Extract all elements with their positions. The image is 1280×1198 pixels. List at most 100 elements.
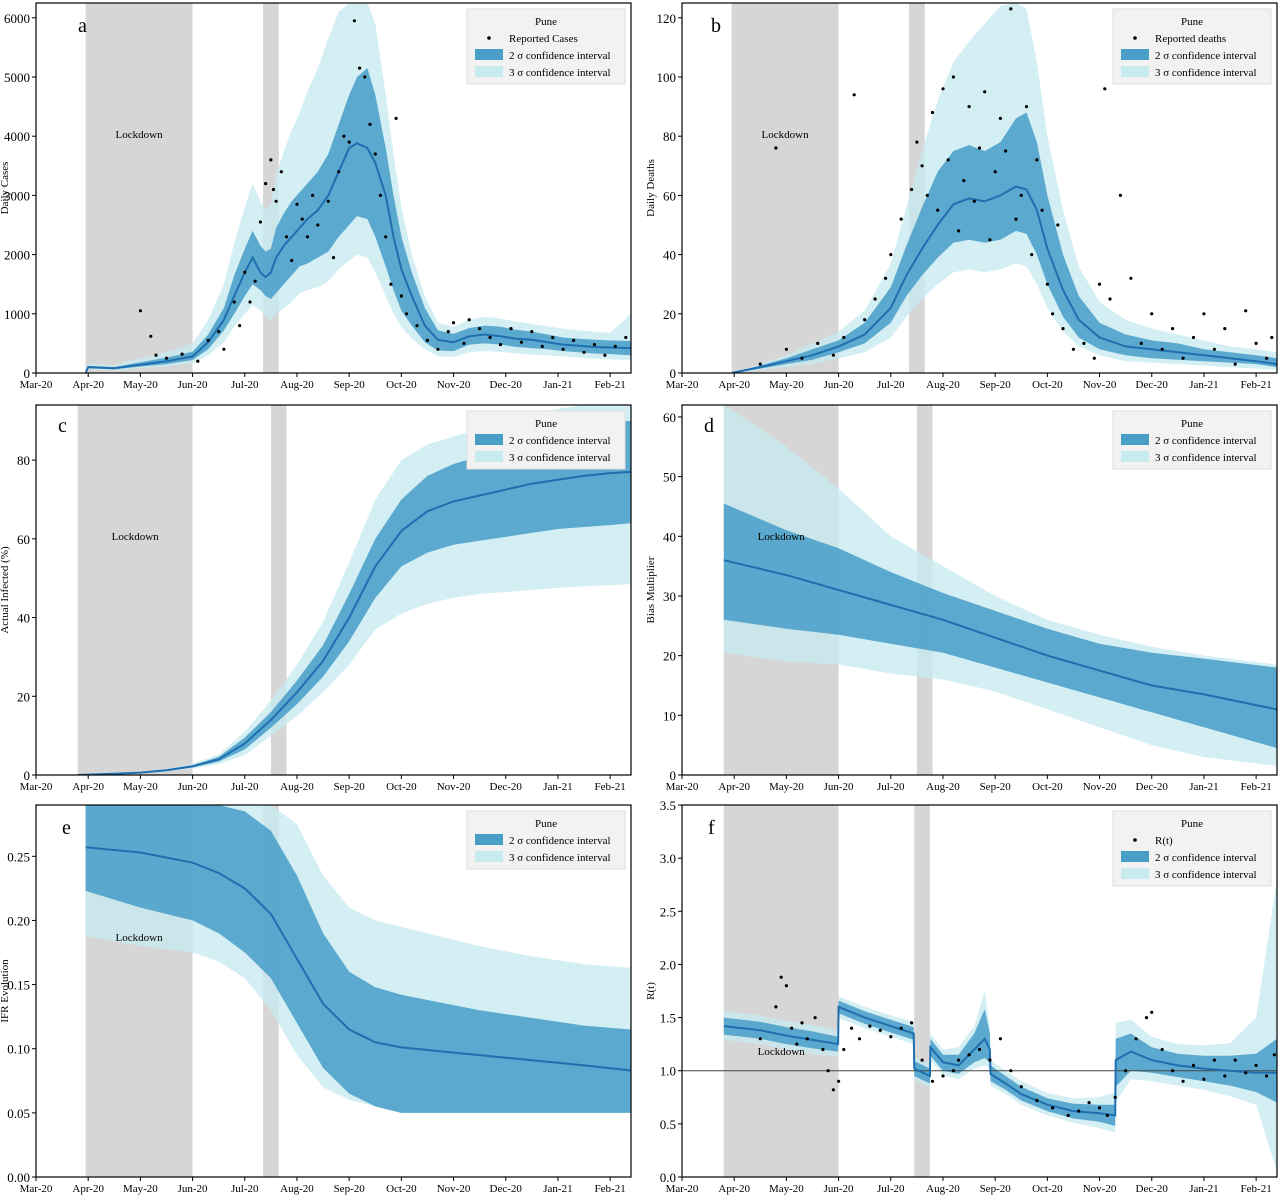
y-tick-label: 2.5 [660, 904, 676, 919]
data-point [957, 229, 961, 233]
legend-swatch-2-sigma [475, 834, 503, 845]
y-tick-label: 0.00 [7, 1170, 30, 1185]
data-point [983, 90, 987, 94]
x-tick-label: Aug-20 [926, 781, 960, 793]
y-tick-label: 40 [663, 529, 676, 544]
x-tick-label: Nov-20 [1083, 781, 1117, 793]
lockdown-label: Lockdown [758, 1046, 806, 1058]
data-point [1105, 1113, 1109, 1117]
y-tick-label: 0 [670, 366, 677, 381]
data-point [1014, 217, 1018, 221]
y-tick-label: 0.05 [7, 1106, 30, 1121]
y-tick-label: 6000 [4, 11, 30, 26]
data-point [196, 359, 200, 363]
data-point [467, 318, 471, 322]
legend-marker-points [1133, 838, 1137, 842]
data-point [1202, 312, 1206, 316]
x-tick-label: Apr-20 [72, 379, 104, 391]
data-point [399, 294, 403, 298]
x-tick-label: Dec-20 [490, 1183, 523, 1195]
x-tick-label: Feb-21 [595, 379, 626, 391]
data-point [941, 87, 945, 91]
data-point [1171, 1069, 1175, 1073]
y-tick-label: 20 [663, 307, 676, 322]
band-2-sigma [85, 68, 631, 373]
data-point [951, 75, 956, 79]
x-tick-label: Apr-20 [718, 1183, 750, 1195]
lockdown-label: Lockdown [758, 531, 806, 543]
y-tick-label: 3.0 [660, 851, 676, 866]
data-point [1061, 327, 1065, 331]
median-line [731, 185, 1277, 373]
x-tick-label: Aug-20 [280, 781, 314, 793]
legend-swatch-2-sigma [1121, 49, 1149, 60]
plot-area [85, 805, 631, 1177]
y-tick-label: 0.5 [660, 1117, 676, 1132]
median-line [84, 142, 631, 373]
x-tick-label: Jun-20 [178, 781, 208, 793]
data-point [253, 279, 257, 283]
lockdown-label: Lockdown [112, 531, 160, 543]
data-point [1272, 1053, 1276, 1057]
data-point [795, 1042, 799, 1046]
x-tick-label: Apr-20 [72, 1183, 104, 1195]
data-point [363, 75, 367, 79]
data-point [1150, 312, 1154, 316]
data-point [1254, 1063, 1258, 1067]
panel-a: Mar-20 Apr-20 May-20 Jun-20 Jul-20 Aug-20 Sep-… [0, 2, 632, 391]
data-point [478, 327, 482, 331]
data-point [462, 341, 466, 345]
data-point [1009, 1069, 1013, 1073]
data-point [1040, 208, 1044, 212]
panel-letter: f [708, 817, 715, 839]
panel-f: Mar-20 Apr-20 May-20 Jun-20 Jul-20 Aug-20 Sep-… [645, 798, 1278, 1195]
data-point [279, 170, 283, 174]
legend-swatch-3-sigma [475, 451, 503, 462]
data-point [758, 1037, 762, 1041]
panel-letter: c [58, 415, 67, 437]
data-point [384, 235, 388, 239]
y-tick-label: 1000 [4, 307, 30, 322]
data-point [1265, 1074, 1269, 1078]
data-point [1097, 282, 1102, 286]
x-tick-label: Sep-20 [980, 379, 1012, 391]
legend-swatch-2-sigma [1121, 434, 1149, 445]
x-tick-label: Mar-20 [20, 379, 53, 391]
y-tick-label: 0.20 [7, 913, 30, 928]
data-point [337, 170, 341, 174]
data-point [300, 217, 304, 221]
data-point [774, 1005, 778, 1009]
data-point [813, 1016, 817, 1020]
data-point [488, 335, 492, 340]
x-tick-label: Jul-20 [877, 1183, 905, 1195]
x-tick-label: Aug-20 [926, 379, 960, 391]
x-tick-label: Jan-21 [543, 1183, 572, 1195]
data-point [1009, 7, 1013, 11]
legend: Pune 2 σ confidence interval 3 σ confidenc… [466, 410, 626, 470]
data-point [1108, 297, 1112, 301]
legend-swatch-3-sigma [1121, 66, 1149, 77]
y-tick-label: 1.0 [660, 1064, 676, 1079]
data-point [1160, 347, 1164, 351]
data-point [274, 199, 278, 203]
x-tick-label: Mar-20 [666, 781, 699, 793]
data-point [988, 238, 992, 242]
shaded-band [270, 405, 287, 775]
data-point [941, 1074, 945, 1078]
shaded-band [914, 805, 930, 1177]
data-point [1051, 1106, 1055, 1110]
legend-title: Pune [1181, 418, 1203, 430]
data-point [1129, 276, 1133, 280]
data-point [222, 347, 226, 351]
data-point [821, 1047, 825, 1052]
x-tick-label: Nov-20 [1083, 379, 1117, 391]
data-point [758, 362, 762, 366]
data-point [1244, 309, 1248, 313]
data-point [1191, 335, 1196, 340]
legend-label: 2 σ confidence interval [1155, 435, 1257, 447]
panel-d: Mar-20 Apr-20 May-20 Jun-20 Jul-20 Aug-20 Sep-… [645, 404, 1278, 793]
x-tick-label: Jan-21 [1189, 781, 1218, 793]
lockdown-band [731, 3, 839, 373]
data-point [800, 356, 804, 360]
y-tick-label: 3.5 [660, 798, 676, 813]
